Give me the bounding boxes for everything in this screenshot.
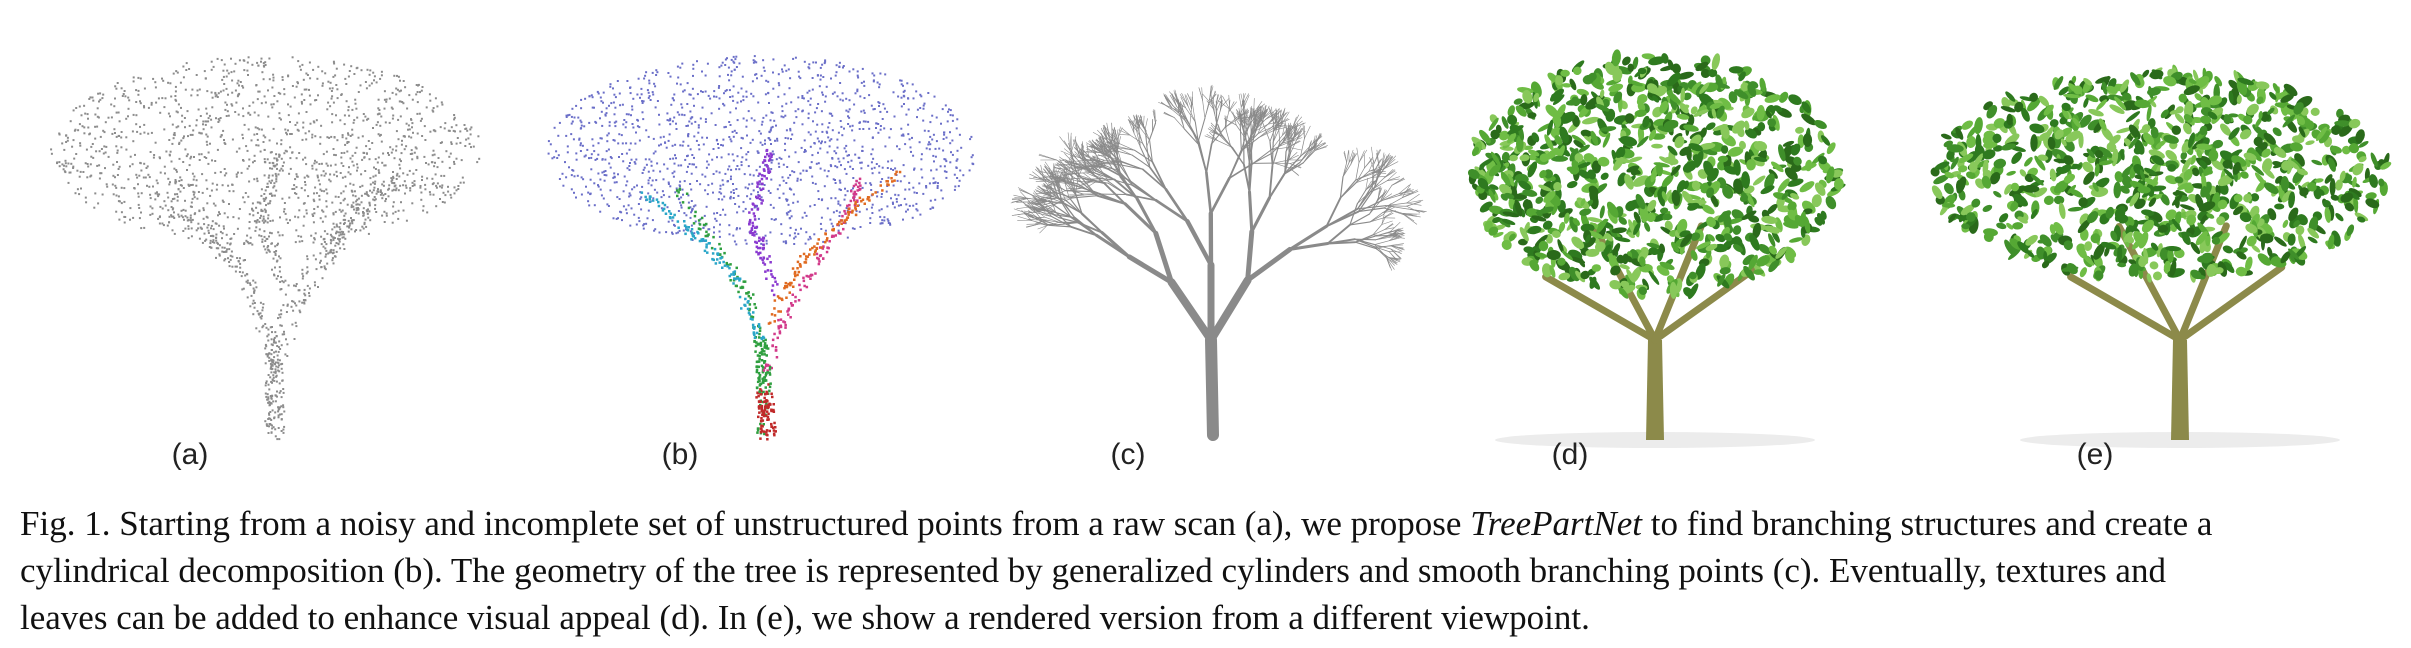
caption-text: Fig. 1. Starting from a noisy and incomp… [20,504,1471,543]
panel-d-rendered-tree: (d) [1440,40,1890,471]
figure-panels: (a) (b) (c) (d) (e) [0,40,2405,471]
textured-tree-render [1467,49,1846,448]
segmented-point-cloud [547,55,975,441]
panel-c-branch-skeleton: (c) [1005,40,1435,471]
panel-label-e: (e) [2076,438,2114,471]
branch-geometry [1010,84,1427,441]
textured-tree-render-alt-view [1930,64,2392,448]
panel-b-segmented-points: (b) [505,40,1005,471]
figure-caption: Fig. 1. Starting from a noisy and incomp… [20,500,2395,641]
segmented-dots [547,55,975,441]
panel-label-c: (c) [1110,438,1146,471]
raw-scan-point-cloud [50,56,481,441]
panel-a-point-cloud: (a) [0,40,500,471]
point-cloud-dots [50,56,481,441]
tree-render-shapes [1467,49,1846,448]
panel-label-d: (d) [1551,438,1589,471]
caption-line-1: Fig. 1. Starting from a noisy and incomp… [20,500,2395,547]
tree-render-shapes [1930,64,2392,448]
method-name: TreePartNet [1470,504,1642,543]
panel-label-a: (a) [171,438,209,471]
caption-line-2: cylindrical decomposition (b). The geome… [20,551,2166,590]
panel-e-rendered-tree-alt-view: (e) [1905,40,2405,471]
branch-skeleton-strokes [1010,84,1427,441]
caption-text: to find branching structures and create … [1641,504,2213,543]
panel-label-b: (b) [661,438,699,471]
caption-line-3: leaves can be added to enhance visual ap… [20,598,1590,637]
